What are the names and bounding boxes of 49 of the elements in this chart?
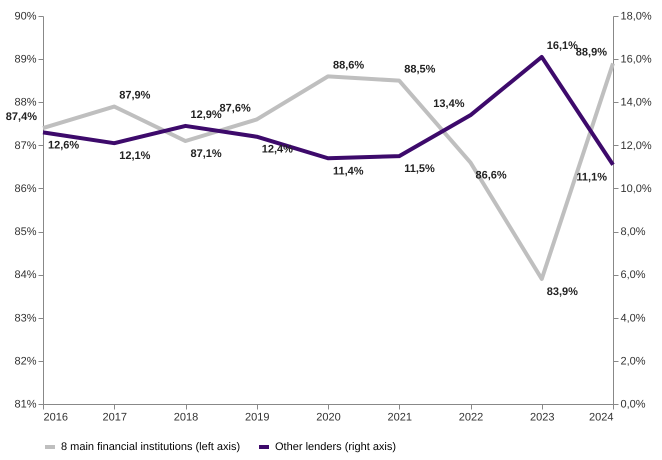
y-tick-label: 84% bbox=[14, 269, 37, 282]
legend-label: 8 main financial institutions (left axis) bbox=[61, 441, 240, 453]
data-label: 11,1% bbox=[576, 172, 608, 184]
x-tick-label: 2018 bbox=[174, 412, 198, 424]
data-label: 12,4% bbox=[262, 144, 294, 156]
y2-tick-label: 18,0% bbox=[620, 10, 652, 22]
y-tick-label: 83% bbox=[14, 312, 37, 324]
y2-tick-label: 8,0% bbox=[620, 226, 646, 238]
y-tick-label: 88% bbox=[14, 96, 37, 109]
y2-tick-label: 2,0% bbox=[620, 355, 646, 368]
line-series bbox=[41, 61, 615, 281]
y2-tick-label: 0,0% bbox=[620, 398, 646, 410]
data-label: 88,9% bbox=[576, 46, 608, 58]
y-tick-label: 89% bbox=[14, 54, 37, 66]
data-label: 87,6% bbox=[220, 102, 251, 114]
data-label: 87,4% bbox=[6, 111, 38, 124]
data-label: 12,1% bbox=[119, 150, 151, 162]
y-tick-label: 81% bbox=[14, 398, 37, 410]
data-label: 86,6% bbox=[476, 170, 507, 182]
y-tick-label: 87% bbox=[14, 140, 37, 152]
y-tick-label: 90% bbox=[14, 10, 37, 22]
x-tick-label: 2023 bbox=[530, 412, 554, 424]
data-label: 87,1% bbox=[190, 148, 222, 160]
y-tick-label: 82% bbox=[14, 355, 37, 368]
x-tick-label: 2021 bbox=[388, 412, 412, 424]
data-label: 11,5% bbox=[404, 163, 436, 176]
data-label: 13,4% bbox=[433, 98, 465, 110]
y2-tick-label: 16,0% bbox=[620, 54, 652, 66]
y-tick-label: 86% bbox=[14, 182, 37, 195]
data-label: 16,1% bbox=[546, 40, 578, 52]
x-tick-label: 2022 bbox=[458, 412, 484, 424]
x-tick-label: 2019 bbox=[245, 412, 270, 424]
data-label: 83,9% bbox=[546, 286, 578, 298]
y-tick-label: 85% bbox=[14, 226, 37, 238]
x-tick-label: 2024 bbox=[589, 412, 614, 424]
y2-tick-label: 6,0% bbox=[620, 269, 646, 282]
data-label: 11,4% bbox=[333, 165, 364, 178]
y2-tick-label: 4,0% bbox=[620, 312, 646, 324]
y2-tick-label: 10,0% bbox=[620, 182, 652, 195]
data-label: 88,6% bbox=[333, 59, 364, 72]
y2-tick-label: 12,0% bbox=[620, 140, 652, 152]
x-tick-label: 2016 bbox=[44, 412, 68, 424]
x-tick-label: 2017 bbox=[102, 412, 127, 424]
data-label: 12,6% bbox=[48, 139, 80, 152]
y2-tick-label: 14,0% bbox=[620, 96, 652, 109]
data-label: 87,9% bbox=[119, 90, 151, 102]
x-tick-label: 2020 bbox=[316, 412, 341, 424]
data-label: 88,5% bbox=[404, 64, 436, 76]
legend-label: Other lenders (right axis) bbox=[275, 441, 396, 453]
